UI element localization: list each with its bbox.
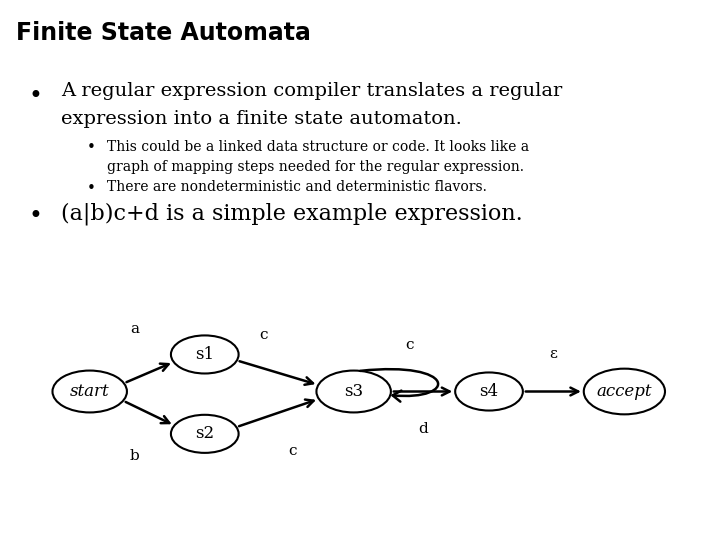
Text: start: start <box>70 383 109 400</box>
Text: s4: s4 <box>480 383 498 400</box>
Text: s3: s3 <box>344 383 363 400</box>
Text: •: • <box>86 140 95 156</box>
Text: A regular expression compiler translates a regular: A regular expression compiler translates… <box>61 82 562 100</box>
Text: d: d <box>418 422 428 436</box>
Text: s1: s1 <box>195 346 215 363</box>
Text: s2: s2 <box>195 426 215 442</box>
Text: •: • <box>29 84 42 107</box>
Text: c: c <box>405 339 414 353</box>
Text: ε: ε <box>549 347 557 361</box>
Text: c: c <box>259 328 267 342</box>
Text: Finite State Automata: Finite State Automata <box>16 21 311 44</box>
Text: b: b <box>130 449 139 463</box>
Text: accept: accept <box>597 383 652 400</box>
Text: •: • <box>86 181 95 196</box>
Text: expression into a finite state automaton.: expression into a finite state automaton… <box>61 110 462 128</box>
Text: a: a <box>130 322 139 336</box>
Text: •: • <box>29 204 42 228</box>
Text: There are nondeterministic and deterministic flavors.: There are nondeterministic and determini… <box>107 180 487 194</box>
FancyArrowPatch shape <box>360 369 438 402</box>
Text: graph of mapping steps needed for the regular expression.: graph of mapping steps needed for the re… <box>107 160 523 174</box>
Text: (a|b)c+d is a simple example expression.: (a|b)c+d is a simple example expression. <box>61 202 523 225</box>
Text: This could be a linked data structure or code. It looks like a: This could be a linked data structure or… <box>107 140 528 154</box>
Text: c: c <box>288 444 297 458</box>
